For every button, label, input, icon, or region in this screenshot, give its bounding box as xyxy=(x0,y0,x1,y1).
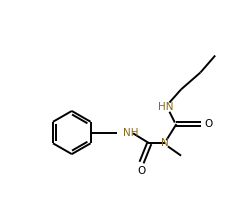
Text: O: O xyxy=(204,119,212,129)
Text: HN: HN xyxy=(158,102,173,112)
Text: NH: NH xyxy=(123,127,138,138)
Text: N: N xyxy=(161,138,169,148)
Text: O: O xyxy=(137,166,146,176)
